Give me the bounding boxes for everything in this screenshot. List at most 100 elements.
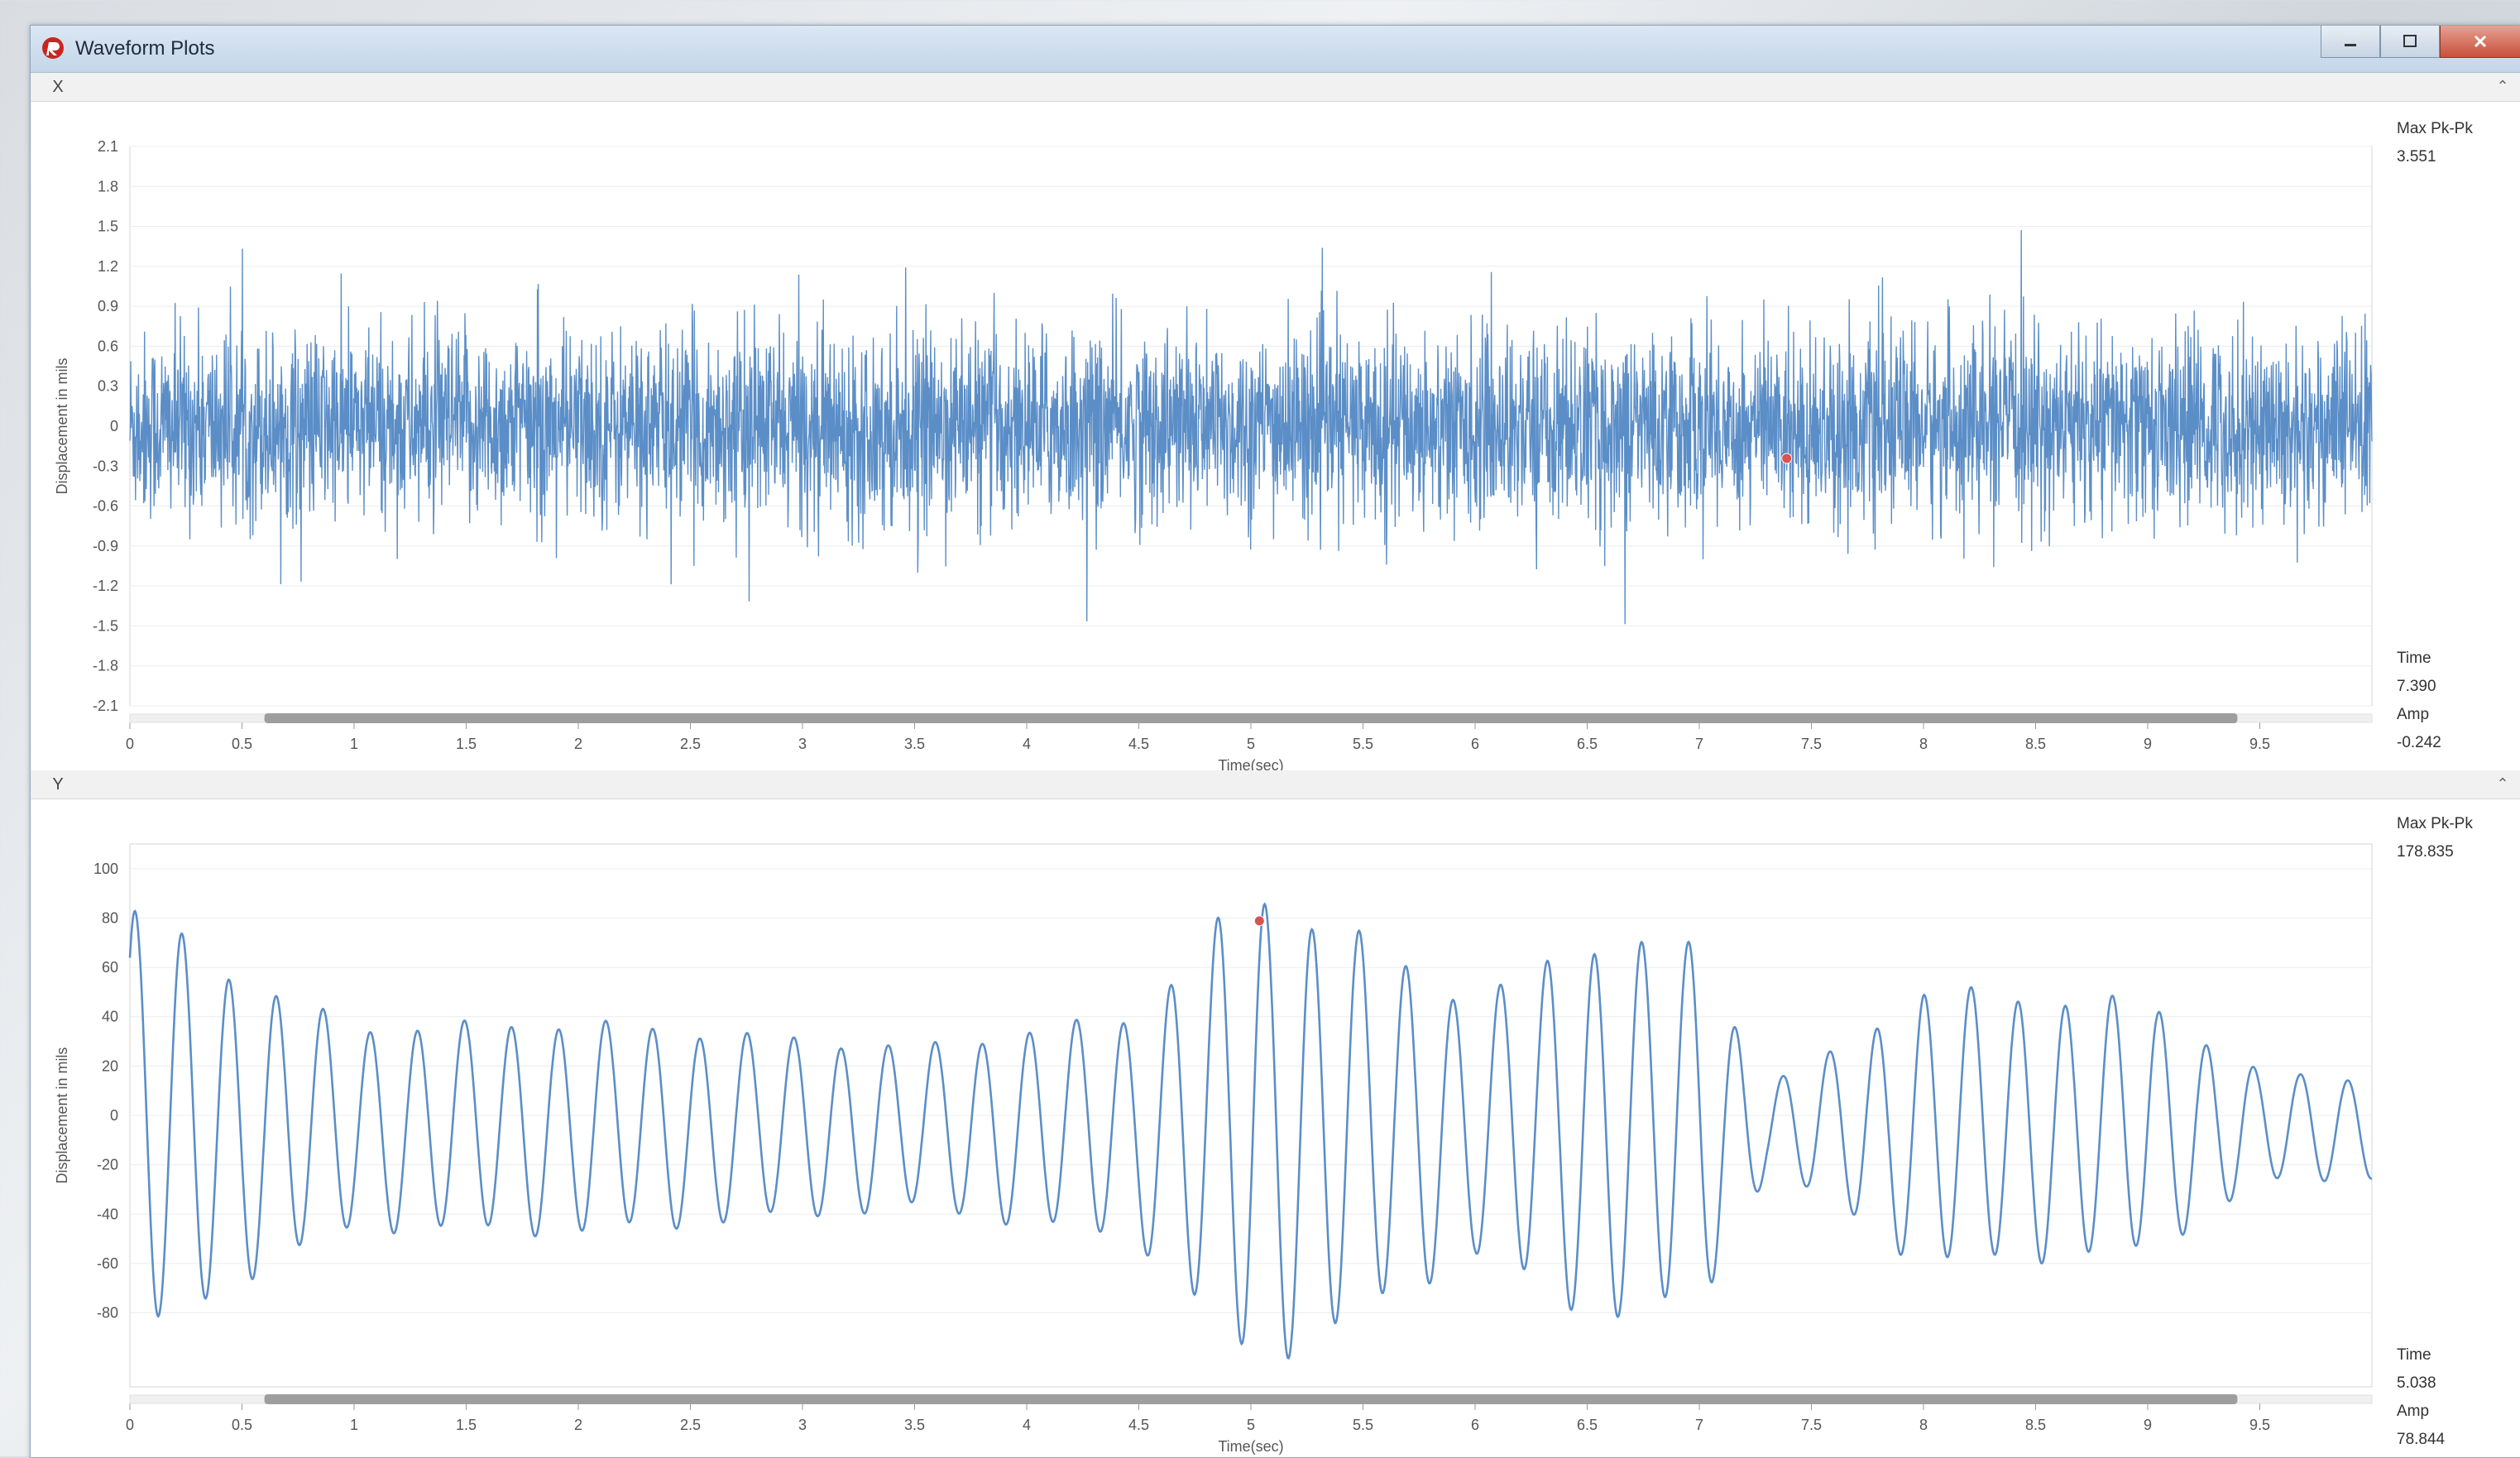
y-tick-label: -60 <box>97 1255 118 1272</box>
x-tick-label: 2.5 <box>680 1417 701 1433</box>
panel-y-cursor-readout: Time 5.038 Amp 78.844 <box>2397 1341 2445 1454</box>
close-icon <box>2474 35 2487 48</box>
y-tick-label: -20 <box>97 1157 118 1173</box>
y-tick-label: 40 <box>102 1009 118 1025</box>
amp-value: -0.242 <box>2397 734 2441 751</box>
y-tick-label: -0.3 <box>93 458 118 474</box>
x-tick-label: 0.5 <box>232 1417 252 1433</box>
y-tick-label: 60 <box>102 959 118 976</box>
cursor-marker <box>1253 915 1265 927</box>
y-tick-label: 1.2 <box>98 258 118 275</box>
x-tick-label: 1.5 <box>456 736 477 752</box>
x-tick-label: 9 <box>2144 1417 2152 1433</box>
minimize-button[interactable] <box>2321 26 2380 58</box>
x-tick-label: 5 <box>1247 736 1255 752</box>
panel-y-toolbar: Y ⌃ <box>31 770 2520 799</box>
x-axis-label: Time(sec) <box>1218 1438 1283 1455</box>
y-tick-label: 1.8 <box>98 178 118 194</box>
x-axis-label: Time(sec) <box>1218 757 1283 770</box>
y-tick-label: 2.1 <box>98 138 118 155</box>
y-tick-label: 0 <box>110 418 118 434</box>
x-tick-label: 2 <box>574 1417 582 1433</box>
x-tick-label: 2 <box>574 736 582 752</box>
y-tick-label: -40 <box>97 1206 118 1222</box>
panel-x-toolbar: X ⌃ <box>31 73 2520 102</box>
max-pkpk-label: Max Pk-Pk <box>2397 120 2473 137</box>
x-tick-label: 0 <box>126 736 134 752</box>
x-tick-label: 6.5 <box>1577 736 1598 752</box>
y-axis-label: Displacement in mils <box>54 357 70 494</box>
y-tick-label: 80 <box>102 909 118 926</box>
amp-label: Amp <box>2397 706 2430 723</box>
x-tick-label: 8.5 <box>2025 736 2046 752</box>
x-tick-label: 8.5 <box>2025 1417 2046 1433</box>
time-label: Time <box>2397 1346 2431 1364</box>
close-button[interactable] <box>2440 26 2520 58</box>
maximize-icon <box>2403 35 2417 47</box>
time-value: 7.390 <box>2397 678 2436 695</box>
max-pkpk-label: Max Pk-Pk <box>2397 815 2473 832</box>
app-logo-icon <box>42 37 64 59</box>
y-tick-label: 0.9 <box>98 298 118 314</box>
x-tick-label: 9 <box>2144 736 2152 752</box>
amp-label: Amp <box>2397 1403 2430 1420</box>
waveform-chart-x[interactable]: 2.1 1.8 1.5 1.2 0.9 0.6 0.3 0 -0.3 -0.6 -0.9 -1.2 -1… <box>31 102 2388 770</box>
y-tick-label: 0 <box>110 1107 118 1124</box>
scrollbar-thumb[interactable] <box>264 1394 2238 1404</box>
max-pkpk-value: 3.551 <box>2397 148 2436 165</box>
waveform-plots-window: Waveform Plots X ⌃ 2.1 1.8 1.5 1.2 0.9 0.6 0.3… <box>30 25 2520 1458</box>
x-tick-label: 4 <box>1023 1417 1031 1433</box>
title-bar[interactable]: Waveform Plots <box>31 26 2520 73</box>
x-tick-label: 7 <box>1695 736 1703 752</box>
x-tick-label: 7 <box>1695 1417 1703 1433</box>
x-tick-label: 1.5 <box>456 1417 477 1433</box>
x-tick-label: 3 <box>798 736 807 752</box>
collapse-panel-icon[interactable]: ⌃ <box>2496 775 2509 792</box>
max-pkpk-value: 178.835 <box>2397 843 2454 861</box>
y-tick-label: 0.6 <box>98 338 118 354</box>
x-tick-label: 3.5 <box>904 736 925 752</box>
x-tick-label: 8 <box>1919 1417 1928 1433</box>
x-tick-label: 3.5 <box>904 1417 925 1433</box>
x-tick-label: 2.5 <box>680 736 701 752</box>
x-tick-label: 7.5 <box>1801 736 1822 752</box>
x-tick-label: 8 <box>1919 736 1928 752</box>
y-tick-label: -0.9 <box>93 538 118 554</box>
cursor-marker <box>1781 453 1793 464</box>
panel-y-stats: Max Pk-Pk 178.835 <box>2397 810 2473 866</box>
x-tick-label: 1 <box>350 1417 358 1433</box>
panel-x-cursor-readout: Time 7.390 Amp -0.242 <box>2397 645 2441 757</box>
x-tick-label: 6 <box>1471 736 1479 752</box>
y-tick-label: -1.2 <box>93 578 118 594</box>
y-tick-label: 20 <box>102 1058 118 1074</box>
y-axis-label: Displacement in mils <box>54 1047 70 1183</box>
x-tick-label: 6.5 <box>1577 1417 1598 1433</box>
x-tick-label: 5.5 <box>1353 1417 1373 1433</box>
scrollbar-thumb[interactable] <box>264 713 2238 723</box>
panel-x-stats: Max Pk-Pk 3.551 <box>2397 115 2473 171</box>
waveform-chart-y[interactable]: 100 80 60 40 20 0 -20 -40 -60 -80 0 0.5 1 1.5 2 2.5 3 3.5… <box>31 799 2388 1457</box>
minimize-icon <box>2345 44 2356 46</box>
window-title: Waveform Plots <box>75 37 215 60</box>
channel-y-icon[interactable]: Y <box>52 775 64 794</box>
x-tick-label: 4 <box>1023 736 1031 752</box>
y-tick-label: -1.5 <box>93 617 118 634</box>
x-tick-label: 4.5 <box>1128 736 1149 752</box>
x-tick-label: 3 <box>798 1417 807 1433</box>
collapse-panel-icon[interactable]: ⌃ <box>2496 78 2509 94</box>
maximize-button[interactable] <box>2380 26 2440 58</box>
x-tick-label: 1 <box>350 736 358 752</box>
x-tick-label: 9.5 <box>2249 736 2270 752</box>
y-tick-label: 0.3 <box>98 378 118 395</box>
x-tick-label: 0 <box>126 1417 134 1433</box>
time-value: 5.038 <box>2397 1374 2436 1392</box>
y-tick-label: -2.1 <box>93 698 118 714</box>
y-tick-label: 100 <box>93 861 118 877</box>
amp-value: 78.844 <box>2397 1431 2446 1448</box>
x-tick-label: 6 <box>1471 1417 1479 1433</box>
y-tick-label: -80 <box>97 1305 118 1321</box>
channel-x-icon[interactable]: X <box>52 78 64 96</box>
x-tick-label: 9.5 <box>2249 1417 2270 1433</box>
waveform-line <box>129 229 2373 625</box>
y-tick-label: -0.6 <box>93 498 118 515</box>
